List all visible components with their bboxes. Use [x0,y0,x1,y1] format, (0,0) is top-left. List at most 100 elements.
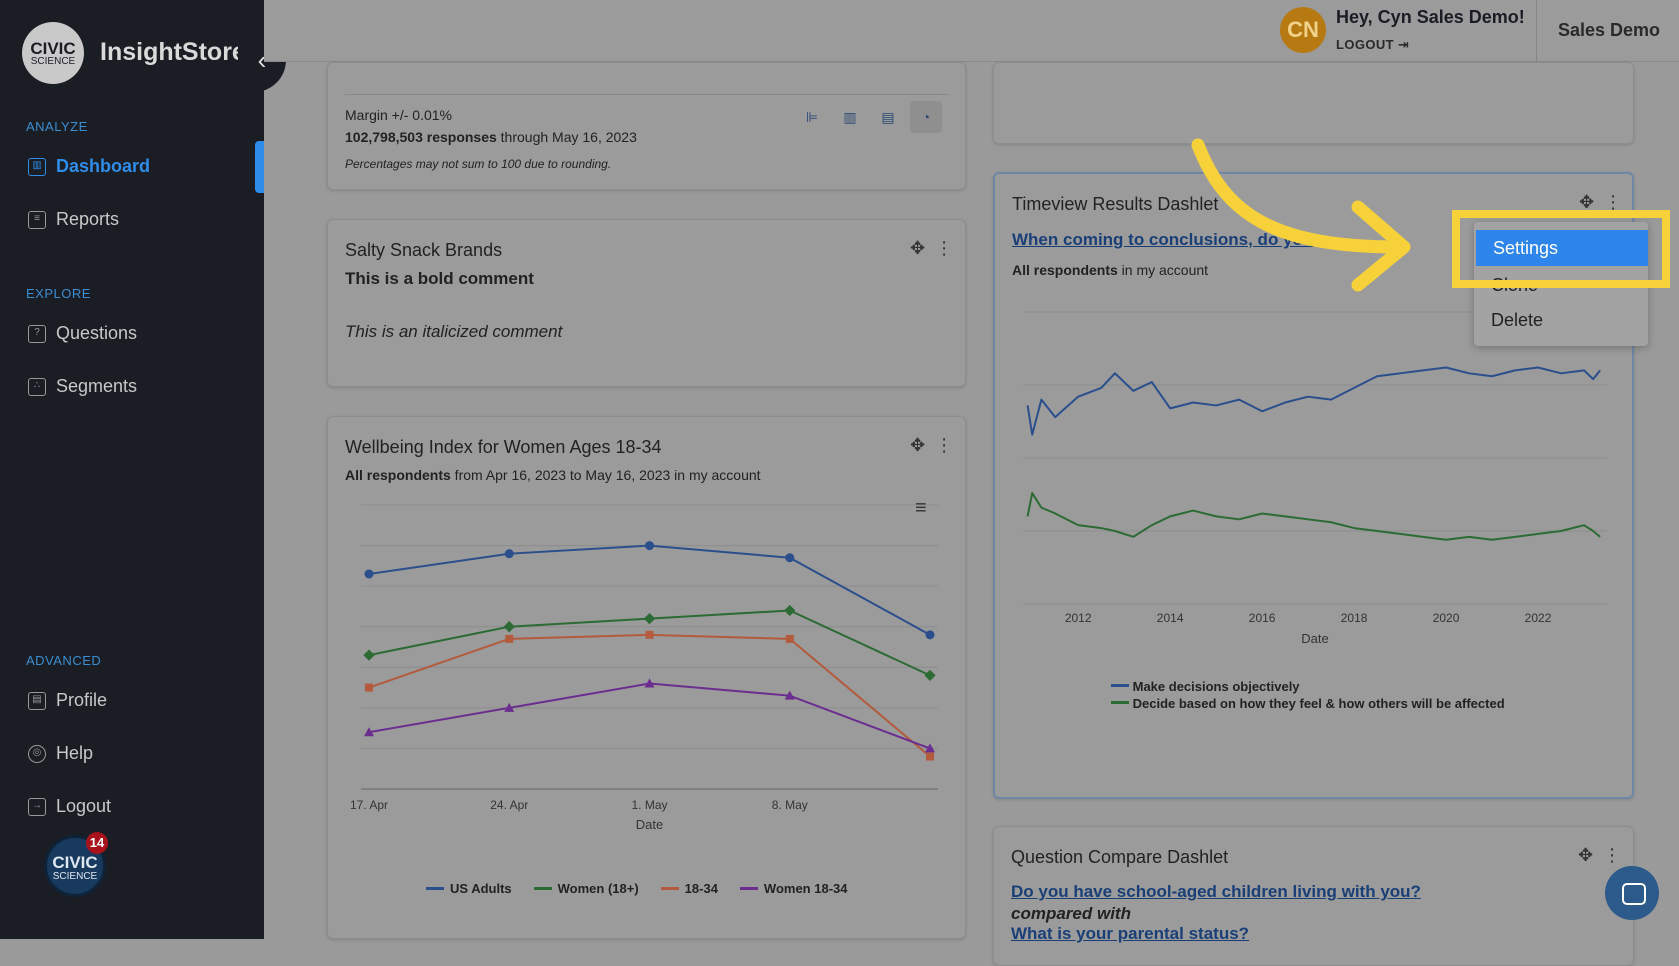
move-icon[interactable]: ✥ [910,238,936,258]
sidebar-item-profile[interactable]: ▤ Profile [28,690,107,711]
section-analyze: ANALYZE [26,119,88,134]
move-icon[interactable]: ✥ [1579,192,1605,212]
data-point [784,604,796,617]
avatar[interactable]: CN [1280,7,1326,53]
legend-item[interactable]: Make decisions objectively [1111,678,1505,695]
greeting-text: Hey, Cyn Sales Demo! [1336,7,1525,27]
sidebar-item-logout[interactable]: → Logout [28,796,111,817]
bold-comment: This is a bold comment [345,269,534,288]
responses-text: 102,798,503 responses through May 16, 20… [345,129,637,145]
salty-snack-card: Salty Snack Brands ✥⋮ This is a bold com… [327,219,966,387]
sidebar-item-label: Questions [56,323,138,343]
x-tick-label: 2020 [1433,611,1460,625]
card-tools: ✥⋮ [910,435,963,456]
logout-link[interactable]: LOGOUT ⇥ [1336,37,1409,53]
data-point [504,702,515,712]
legend-label: US Adults [450,881,512,896]
wellbeing-chart-card: Wellbeing Index for Women Ages 18-34 ✥⋮ … [327,416,966,939]
sidebar: CIVIC SCIENCE InsightStore ANALYZE ▥ Dashb… [0,0,264,939]
question-link[interactable]: When coming to conclusions, do you [1012,230,1314,249]
subtitle-rest: from Apr 16, 2023 to May 16, 2023 in my … [450,467,761,483]
more-vertical-icon[interactable]: ⋮ [935,435,964,455]
move-icon[interactable]: ✥ [1578,845,1604,865]
stacked-bar-chart-icon[interactable]: ▤ [881,109,895,125]
brand-name: InsightStore [100,38,246,66]
data-point [365,683,373,692]
x-axis-label: Date [636,817,663,832]
data-point [505,634,514,643]
responses-count: 102,798,503 responses [345,129,497,145]
data-point [926,752,934,761]
logout-label: LOGOUT [1336,37,1395,52]
x-tick-label: 8. May [772,798,808,812]
question-link-1[interactable]: Do you have school-aged children living … [1011,882,1421,901]
data-point [503,621,515,633]
more-vertical-icon[interactable]: ⋮ [1603,845,1632,865]
menu-item-delete[interactable]: Delete [1491,310,1544,330]
horizontal-bar-chart-icon[interactable]: ⊫ [805,109,819,125]
logo-text-top: CIVIC [30,39,76,58]
view-toggle-group: ⊫ ▥ ▤ ◔ [796,101,942,133]
move-icon[interactable]: ✥ [910,435,936,455]
timeview-legend: Make decisions objectively Decide based … [1111,678,1505,712]
pie-chart-icon[interactable]: ◔ [910,101,942,133]
legend-item[interactable]: Women (18+) [533,881,639,896]
legend-item[interactable]: US Adults [426,881,512,896]
data-point [364,727,374,737]
report-icon: ≡ [28,210,46,229]
series-line [1026,366,1601,436]
subtitle-bold: All respondents [1012,262,1118,278]
logo-text-bottom: SCIENCE [30,56,76,67]
wellbeing-line-chart: 17. Apr 24. Apr 1. May 8. May Date [350,504,938,832]
top-bar [264,0,1679,62]
responses-date: through May 16, 2023 [496,129,637,145]
legend-marker [533,887,552,890]
sidebar-item-segments[interactable]: ∴ Segments [28,376,137,397]
more-vertical-icon[interactable]: ⋮ [935,238,964,258]
arrow-shaft [1191,138,1405,254]
account-name[interactable]: Sales Demo [1558,20,1661,40]
sidebar-item-dashboard[interactable]: ▥ Dashboard [28,156,150,177]
sidebar-item-label: Profile [56,690,108,710]
header-divider [1536,0,1537,62]
card-title: Salty Snack Brands [345,240,503,260]
civic-science-logo[interactable]: CIVIC SCIENCE [22,22,84,84]
subtitle-rest: in my account [1117,262,1209,278]
more-vertical-icon[interactable]: ⋮ [1604,192,1633,212]
segments-icon: ∴ [28,377,46,396]
question-link-2[interactable]: What is your parental status? [1011,924,1250,943]
data-point [645,630,654,639]
legend-label: 18-34 [684,881,718,896]
x-tick-label: 17. Apr [350,798,388,812]
legend-item[interactable]: 18-34 [660,881,718,896]
sidebar-item-questions[interactable]: ? Questions [28,323,137,344]
section-explore: EXPLORE [26,286,91,301]
legend-label: Women 18-34 [763,881,848,896]
vertical-bar-chart-icon[interactable]: ▥ [843,109,857,125]
chart-subtitle: All respondents from Apr 16, 2023 to May… [345,467,761,483]
italic-comment: This is an italicized comment [345,322,563,341]
question-compare-card: Question Compare Dashlet ✥⋮ Do you have … [993,826,1634,966]
card-title: Wellbeing Index for Women Ages 18-34 [345,437,662,457]
sidebar-item-help[interactable]: ◎ Help [28,743,93,764]
legend-marker [739,887,758,890]
tutorial-highlight-box [1452,210,1670,288]
legend-item[interactable]: Decide based on how they feel & how othe… [1111,695,1505,712]
menu-item-settings[interactable]: Settings [1476,230,1648,266]
subtitle-bold: All respondents [345,467,451,483]
chat-bubble-icon[interactable] [1605,866,1659,920]
chart-menu-icon[interactable]: ≡ [915,497,927,519]
x-tick-label: 24. Apr [490,798,528,812]
x-tick-label: 2012 [1065,611,1092,625]
data-point [644,678,655,688]
data-point [643,612,656,625]
legend-item[interactable]: Women 18-34 [739,881,848,896]
timeview-line-chart: 2012 2014 2016 2018 2020 2022 Date [1023,311,1607,646]
logout-arrow-icon: ⇥ [1398,37,1410,52]
data-point [784,690,795,700]
badge-text-top: CIVIC [52,853,98,872]
data-point [364,569,374,579]
x-axis-label: Date [1301,631,1328,646]
legend-label: Women (18+) [557,881,639,896]
sidebar-item-reports[interactable]: ≡ Reports [28,209,119,230]
